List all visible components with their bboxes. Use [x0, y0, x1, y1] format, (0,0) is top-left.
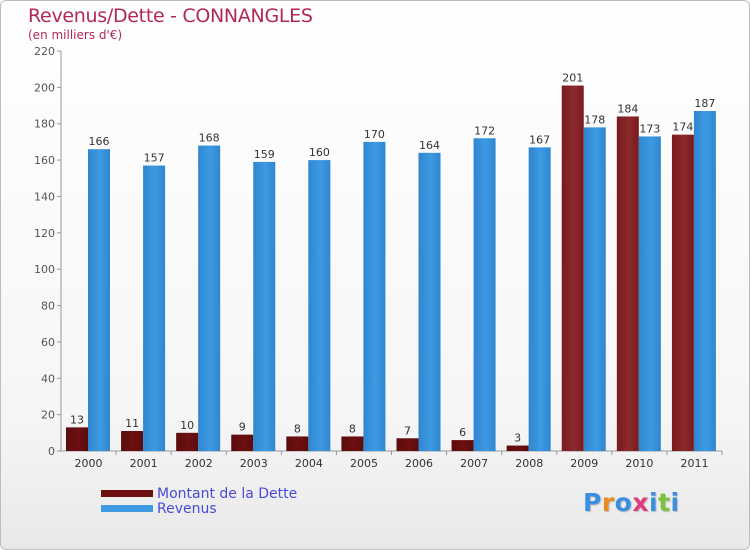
brand-letter: i — [670, 488, 680, 517]
bar-revenus-2002 — [198, 145, 221, 451]
data-label-dette: 184 — [617, 102, 638, 115]
legend-item-dette: Montant de la Dette — [101, 485, 298, 502]
bar-dette-2004 — [286, 436, 309, 451]
y-tick-label: 60 — [41, 336, 55, 349]
y-tick-label: 140 — [34, 190, 55, 203]
y-tick-label: 160 — [34, 154, 55, 167]
data-label-revenus: 167 — [529, 133, 550, 146]
data-label-revenus: 173 — [639, 122, 660, 135]
legend-label-dette: Montant de la Dette — [157, 485, 298, 502]
x-tick-label: 2000 — [75, 457, 103, 470]
data-label-dette: 8 — [349, 422, 356, 435]
y-tick-label: 120 — [34, 227, 55, 240]
data-label-revenus: 178 — [584, 113, 605, 126]
data-label-dette: 13 — [70, 413, 84, 426]
bar-dette-2000 — [66, 427, 88, 451]
data-label-dette: 201 — [562, 72, 583, 85]
x-tick-label: 2002 — [185, 457, 213, 470]
brand-logo: Proxiti — [583, 488, 680, 517]
legend-label-revenus: Revenus — [157, 500, 217, 517]
x-tick-label: 2009 — [570, 457, 598, 470]
legend-swatch-dette — [101, 490, 153, 497]
data-label-dette: 3 — [514, 432, 521, 445]
brand-letter: P — [583, 488, 602, 517]
y-tick-label: 100 — [34, 263, 55, 276]
bar-revenus-2003 — [253, 161, 276, 451]
bar-dette-2001 — [121, 431, 144, 451]
x-tick-label: 2003 — [240, 457, 268, 470]
bar-revenus-2008 — [528, 147, 551, 451]
bar-dette-2010 — [616, 116, 639, 452]
data-label-revenus: 157 — [144, 152, 165, 165]
data-label-dette: 11 — [125, 417, 139, 430]
y-tick-label: 0 — [48, 445, 55, 458]
bar-revenus-2001 — [143, 165, 166, 451]
legend-swatch-revenus — [101, 505, 153, 512]
y-tick-label: 20 — [41, 409, 55, 422]
bar-revenus-2011 — [693, 111, 716, 451]
x-tick-label: 2001 — [130, 457, 158, 470]
y-tick-label: 200 — [34, 81, 55, 94]
data-label-revenus: 159 — [254, 148, 275, 161]
brand-letter: i — [649, 488, 659, 517]
data-label-dette: 174 — [672, 121, 693, 134]
bar-revenus-2000 — [88, 149, 110, 451]
bar-dette-2011 — [671, 134, 694, 452]
chart-subtitle: (en milliers d'€) — [28, 28, 123, 42]
chart-title: Revenus/Dette - CONNANGLES — [28, 5, 313, 27]
brand-letter: t — [658, 488, 671, 517]
brand-letter: x — [632, 488, 649, 517]
x-tick-label: 2011 — [680, 457, 708, 470]
x-tick-label: 2007 — [460, 457, 488, 470]
legend-item-revenus: Revenus — [101, 500, 297, 517]
data-label-revenus: 166 — [89, 135, 110, 148]
bar-revenus-2009 — [583, 127, 606, 451]
bar-revenus-2006 — [418, 152, 441, 451]
y-tick-label: 220 — [34, 45, 55, 58]
bar-dette-2002 — [176, 432, 199, 451]
bar-dette-2005 — [341, 436, 364, 451]
x-tick-label: 2004 — [295, 457, 323, 470]
data-label-revenus: 170 — [364, 128, 385, 141]
y-tick-label: 80 — [41, 300, 55, 313]
brand-letter: r — [601, 488, 615, 517]
y-tick-label: 180 — [34, 118, 55, 131]
bar-dette-2007 — [451, 440, 474, 451]
bar-revenus-2005 — [363, 141, 386, 451]
data-label-dette: 6 — [459, 426, 466, 439]
data-label-revenus: 164 — [419, 139, 440, 152]
data-label-dette: 10 — [180, 419, 194, 432]
data-label-revenus: 172 — [474, 124, 495, 137]
data-label-revenus: 160 — [309, 146, 330, 159]
brand-letter: o — [614, 488, 633, 517]
bar-dette-2008 — [506, 445, 529, 451]
bar-dette-2009 — [561, 85, 584, 451]
legend: Montant de la Dette Revenus — [101, 485, 298, 517]
data-label-revenus: 187 — [694, 97, 715, 110]
data-label-revenus: 168 — [199, 132, 220, 145]
data-label-dette: 9 — [239, 421, 246, 434]
x-tick-label: 2006 — [405, 457, 433, 470]
y-tick-label: 40 — [41, 372, 55, 385]
x-tick-label: 2008 — [515, 457, 543, 470]
bar-dette-2006 — [396, 438, 419, 451]
data-label-dette: 8 — [294, 422, 301, 435]
data-label-dette: 7 — [404, 424, 411, 437]
bar-revenus-2007 — [473, 138, 496, 452]
bar-revenus-2004 — [308, 160, 331, 451]
bar-dette-2003 — [231, 434, 254, 451]
x-tick-label: 2010 — [625, 457, 653, 470]
x-tick-label: 2005 — [350, 457, 378, 470]
bar-revenus-2010 — [638, 136, 661, 452]
